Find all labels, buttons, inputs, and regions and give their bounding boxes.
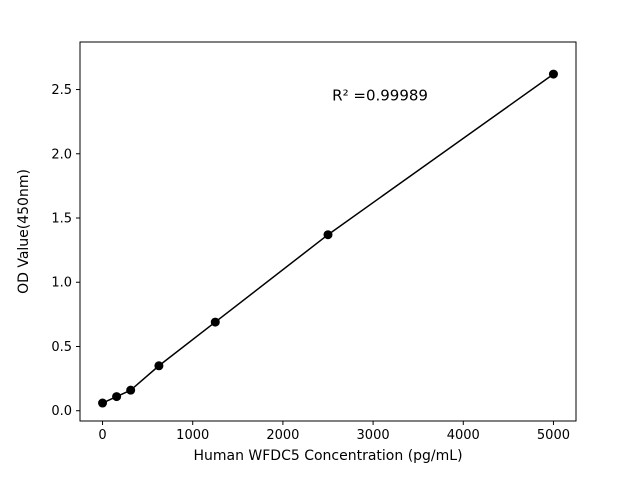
- y-tick-label: 2.5: [51, 83, 72, 98]
- data-point: [126, 385, 136, 395]
- x-tick-label: 2000: [266, 428, 299, 443]
- r-squared-annotation: R² =0.99989: [332, 87, 428, 105]
- x-tick-label: 0: [98, 428, 106, 443]
- data-point: [112, 392, 122, 402]
- data-point: [548, 69, 558, 79]
- data-point: [210, 317, 220, 327]
- y-tick-label: 1.0: [51, 276, 72, 291]
- x-tick-label: 1000: [176, 428, 209, 443]
- y-tick-label: 0.0: [51, 404, 72, 419]
- y-tick-label: 2.0: [51, 147, 72, 162]
- data-point: [98, 398, 108, 408]
- y-tick-label: 1.5: [51, 212, 72, 227]
- y-tick-label: 0.5: [51, 340, 72, 355]
- x-axis-label: Human WFDC5 Concentration (pg/mL): [193, 448, 462, 464]
- x-tick-label: 5000: [537, 428, 570, 443]
- y-axis-label: OD Value(450nm): [16, 169, 32, 294]
- x-tick-label: 4000: [447, 428, 480, 443]
- x-tick-label: 3000: [357, 428, 390, 443]
- data-point: [154, 361, 164, 371]
- data-point: [323, 230, 333, 240]
